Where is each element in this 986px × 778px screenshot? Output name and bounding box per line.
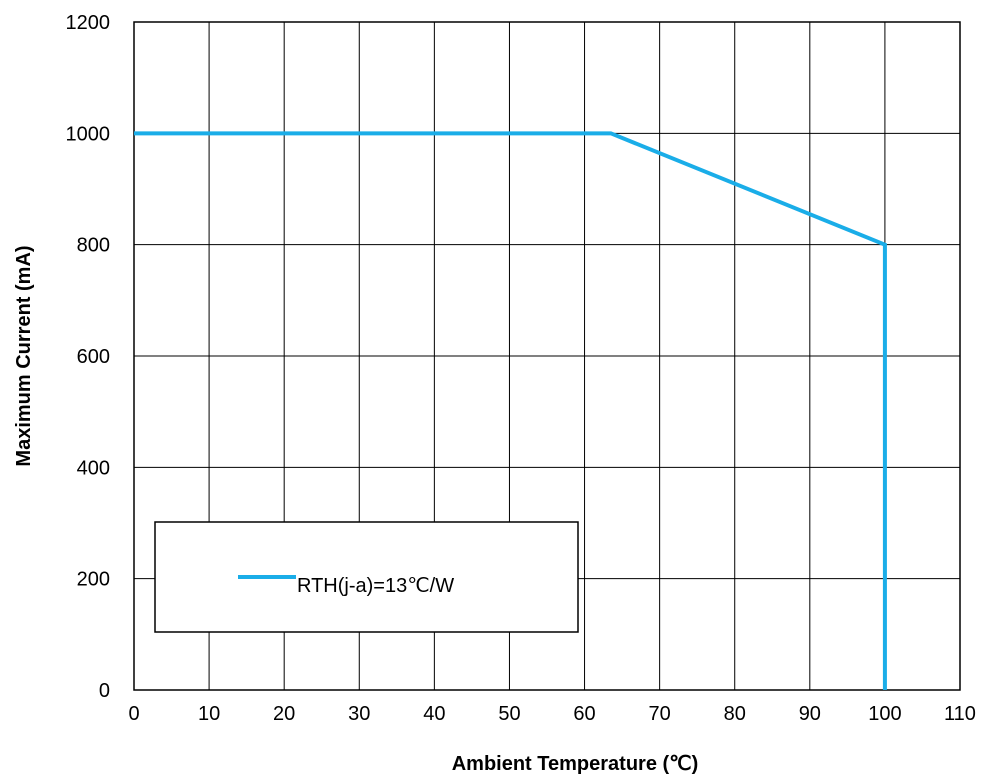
- plot-frame: [133, 21, 961, 691]
- y-tick-label-0: 0: [99, 680, 110, 702]
- legend-label: RTH(j-a)=13℃/W: [297, 575, 454, 597]
- y-tick-label-1000: 1000: [66, 123, 111, 145]
- x-tick-label-10: 10: [198, 703, 220, 725]
- x-axis-label: Ambient Temperature (℃): [452, 753, 699, 775]
- x-tick-label-90: 90: [799, 703, 821, 725]
- y-tick-label-200: 200: [77, 569, 110, 591]
- x-tick-label-0: 0: [128, 703, 139, 725]
- x-tick-label-110: 110: [944, 703, 976, 725]
- y-tick-label-800: 800: [77, 235, 110, 257]
- series-line-0: [134, 131, 887, 690]
- legend-box: [154, 521, 579, 633]
- x-tick-label-70: 70: [649, 703, 671, 725]
- series-layer: [134, 131, 887, 690]
- x-tick-label-40: 40: [423, 703, 445, 725]
- x-tick-label-20: 20: [273, 703, 295, 725]
- x-tick-label-30: 30: [348, 703, 370, 725]
- y-tick-label-400: 400: [77, 457, 110, 479]
- y-axis-label: Maximum Current (mA): [13, 245, 35, 466]
- x-tick-label-80: 80: [724, 703, 746, 725]
- y-tick-labels: 0 200 400 600 800 1000 1200: [66, 12, 111, 702]
- y-tick-label-1200: 1200: [66, 12, 111, 34]
- x-tick-labels: 0 10 20 30 40 50 60 70 80 90 100 110: [128, 703, 976, 725]
- x-tick-label-60: 60: [573, 703, 595, 725]
- y-tick-label-600: 600: [77, 346, 110, 368]
- x-tick-label-100: 100: [868, 703, 901, 725]
- x-tick-label-50: 50: [498, 703, 520, 725]
- legend: RTH(j-a)=13℃/W: [154, 521, 579, 633]
